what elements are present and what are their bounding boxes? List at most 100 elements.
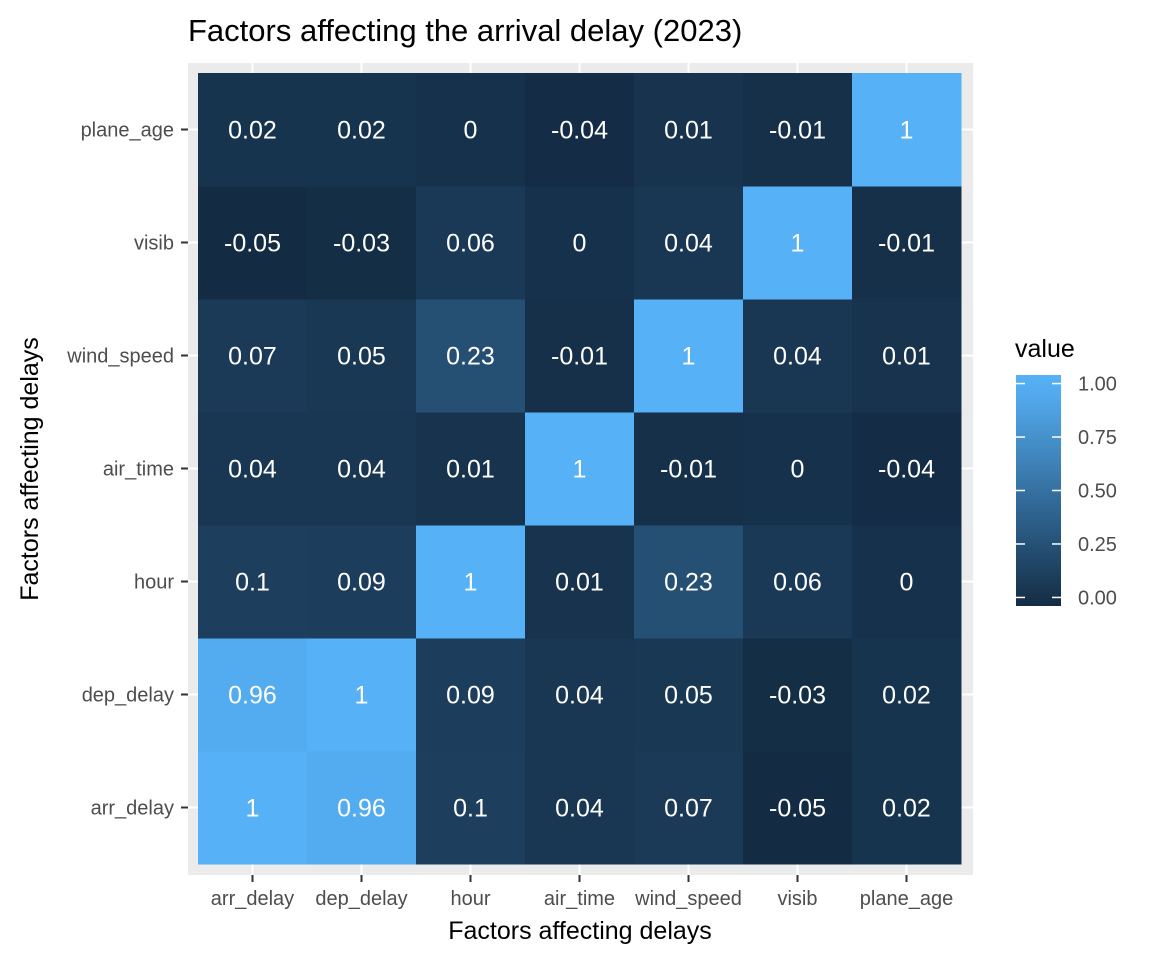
cell-value-label: -0.03 <box>333 230 390 258</box>
heatmap-cell <box>634 186 744 300</box>
cell-value-label: 0.96 <box>228 682 277 710</box>
heatmap-cell <box>634 412 744 526</box>
heatmap-cell <box>852 299 962 413</box>
heatmap-cell <box>525 186 635 300</box>
y-tick-label: dep_delay <box>82 685 174 707</box>
heatmap-cell <box>634 638 744 752</box>
legend-tick-label: 0.75 <box>1078 427 1117 449</box>
cell-value-label: 0.06 <box>446 230 495 258</box>
heatmap-cell <box>743 299 853 413</box>
cell-value-label: 0.04 <box>555 795 604 823</box>
cell-value-label: 0.01 <box>446 456 495 484</box>
heatmap-cell <box>743 751 853 865</box>
cell-value-label: -0.05 <box>769 795 826 823</box>
heatmap-cell <box>525 73 635 187</box>
cell-value-label: 1 <box>355 682 369 710</box>
heatmap-cell <box>416 186 526 300</box>
heatmap-cell <box>307 299 417 413</box>
heatmap-cell <box>198 638 308 752</box>
cell-value-labels: 1 0.96 0.1 0.04 0.07 -0.05 0.02 0.96 1 0.09 0.04 0.… <box>224 117 935 823</box>
heatmap-cell <box>198 299 308 413</box>
cell-value-label: 0.1 <box>453 795 488 823</box>
cell-value-label: -0.04 <box>878 456 935 484</box>
heatmap-cell <box>307 525 417 639</box>
cell-value-label: 0.06 <box>773 569 822 597</box>
x-tick-label: plane_age <box>860 888 953 910</box>
legend-tick-label: 0.50 <box>1078 481 1117 503</box>
heatmap-cell <box>852 186 962 300</box>
x-tick-label: visib <box>777 888 817 910</box>
x-tick-label: air_time <box>544 888 615 910</box>
heatmap-cell <box>416 638 526 752</box>
legend-tick-label: 0.00 <box>1078 587 1117 609</box>
heatmap-cells <box>198 73 962 865</box>
heatmap-cell <box>634 73 744 187</box>
heatmap-cell <box>416 412 526 526</box>
heatmap-cell <box>743 186 853 300</box>
legend-ticks: 0.00 0.25 0.50 0.75 1.00 <box>1016 374 1117 609</box>
cell-value-label: 0.02 <box>228 117 277 145</box>
cell-value-label: -0.05 <box>224 230 281 258</box>
y-tick-label: wind_speed <box>66 346 174 368</box>
cell-value-label: 1 <box>791 230 805 258</box>
heatmap-cell <box>307 638 417 752</box>
cell-value-label: 0.23 <box>446 343 495 371</box>
cell-value-label: 0 <box>791 456 805 484</box>
heatmap-cell <box>634 299 744 413</box>
x-tick-label: dep_delay <box>315 888 407 910</box>
heatmap-cell <box>852 751 962 865</box>
x-tick-label: hour <box>450 888 490 910</box>
cell-value-label: 0 <box>464 117 478 145</box>
cell-value-label: -0.03 <box>769 682 826 710</box>
cell-value-label: 0.04 <box>664 230 713 258</box>
cell-value-label: 0.1 <box>235 569 270 597</box>
heatmap-cell <box>416 525 526 639</box>
heatmap-cell <box>416 751 526 865</box>
heatmap-cell <box>525 525 635 639</box>
cell-value-label: 1 <box>900 117 914 145</box>
cell-value-label: 0.01 <box>882 343 931 371</box>
heatmap-cell <box>743 638 853 752</box>
cell-value-label: 0.07 <box>664 795 713 823</box>
heatmap-cell <box>198 73 308 187</box>
heatmap-cell <box>307 73 417 187</box>
heatmap-cell <box>307 186 417 300</box>
heatmap-cell <box>743 412 853 526</box>
heatmap-cell <box>416 73 526 187</box>
heatmap-cell <box>525 412 635 526</box>
cell-value-label: 0.04 <box>555 682 604 710</box>
cell-value-label: 0.23 <box>664 569 713 597</box>
cell-value-label: 0.09 <box>337 569 386 597</box>
heatmap-cell <box>198 751 308 865</box>
heatmap-cell <box>198 525 308 639</box>
legend-tick-label: 0.25 <box>1078 534 1117 556</box>
cell-value-label: 1 <box>682 343 696 371</box>
heatmap-cell <box>307 412 417 526</box>
heatmap-cell <box>743 525 853 639</box>
y-tick-label: plane_age <box>81 120 174 142</box>
cell-value-label: 0.09 <box>446 682 495 710</box>
x-axis-title: Factors affecting delays <box>448 917 712 945</box>
heatmap-cell <box>634 525 744 639</box>
y-axis-title: Factors affecting delays <box>16 337 44 601</box>
cell-value-label: -0.04 <box>551 117 608 145</box>
cell-value-label: 0.05 <box>337 343 386 371</box>
cell-value-label: 1 <box>573 456 587 484</box>
y-tick-label: hour <box>134 572 174 594</box>
y-tick-label: air_time <box>103 459 174 481</box>
cell-value-label: 0.01 <box>555 569 604 597</box>
heatmap-cell <box>852 525 962 639</box>
legend-title: value <box>1015 335 1075 363</box>
y-axis: arr_delay dep_delay hour air_time wind_speed… <box>66 120 188 820</box>
cell-value-label: 0 <box>900 569 914 597</box>
cell-value-label: 0.04 <box>773 343 822 371</box>
cell-value-label: 0.02 <box>882 795 931 823</box>
cell-value-label: 1 <box>246 795 260 823</box>
x-axis: arr_delay dep_delay hour air_time wind_speed… <box>211 875 953 910</box>
chart-title: Factors affecting the arrival delay (202… <box>188 13 742 48</box>
heatmap-cell <box>743 73 853 187</box>
cell-value-label: 0.04 <box>228 456 277 484</box>
y-tick-label: visib <box>134 233 174 255</box>
x-tick-label: arr_delay <box>211 888 294 910</box>
heatmap-cell <box>198 186 308 300</box>
